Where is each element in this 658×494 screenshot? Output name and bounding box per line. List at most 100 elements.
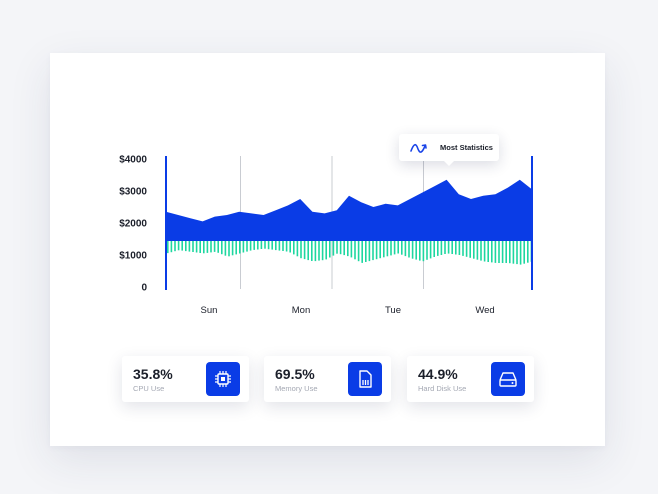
mint-bar [512,241,515,264]
mint-bar [329,241,331,258]
mint-bar [275,241,277,251]
mint-bar [386,241,389,257]
cpu-use-label: CPU Use [133,384,165,393]
mint-bar [260,241,263,249]
mint-bar [318,241,320,261]
cpu-chip-icon [215,371,231,387]
mint-bar [357,241,360,262]
x-tick-label: Tue [385,305,401,316]
hard-disk-icon [499,372,517,387]
mint-bar [307,241,309,261]
mint-bar [285,241,288,252]
mint-bar [527,241,529,263]
mint-bar [282,241,284,251]
mint-bar [192,241,194,252]
mint-bar [437,241,439,256]
mint-bar [509,241,511,264]
mint-bar [314,241,317,262]
mint-bar [199,241,201,253]
y-tick-label: $1000 [119,251,147,262]
x-tick-label: Sun [201,305,218,316]
mint-bar [365,241,367,262]
mint-bar-series [167,241,533,265]
memory-use-card[interactable]: 69.5% Memory Use [264,356,391,402]
cpu-icon-box [206,362,240,396]
mint-bar [300,241,302,259]
mint-bar [476,241,479,260]
cpu-use-card[interactable]: 35.8% CPU Use [122,356,249,402]
chart-edge-lines [165,156,533,290]
mint-bar [411,241,414,259]
mint-bar [516,241,518,265]
mint-bar [393,241,396,255]
mint-bar [257,241,259,250]
mint-bar [440,241,443,255]
mint-bar [404,241,407,257]
mint-bar [498,241,500,263]
mint-bar [372,241,374,261]
mint-bar [239,241,241,254]
mint-bar [185,241,187,252]
hard-disk-use-card[interactable]: 44.9% Hard Disk Use [407,356,534,402]
mint-bar [462,241,464,256]
mint-bar [501,241,504,263]
mint-bar [231,241,234,256]
mint-bar [303,241,306,260]
mint-bar [246,241,248,252]
mint-bar [444,241,446,254]
mint-bar [451,241,453,254]
mint-bar [408,241,410,258]
mint-bar [422,241,425,262]
mint-bar [368,241,371,262]
mint-bar [221,241,223,255]
hard-disk-use-value: 44.9% [418,366,458,382]
mint-bar [347,241,349,257]
mint-bar [339,241,342,255]
mint-bar [455,241,457,255]
blue-area-series [166,179,532,241]
mint-bar [188,241,191,252]
mint-bar [361,241,363,263]
mint-bar [458,241,461,255]
mint-bar [519,241,522,265]
hard-disk-use-label: Hard Disk Use [418,384,467,393]
mint-bar [174,241,176,252]
mint-bar [397,241,399,254]
mint-bar [505,241,507,263]
mint-bar [469,241,471,258]
memory-use-value: 69.5% [275,366,315,382]
mint-bar [415,241,417,260]
mint-bar [177,241,180,251]
x-tick-label: Wed [475,305,494,316]
mint-bar [311,241,313,261]
mint-bar [293,241,295,255]
x-axis: Sun Mon Tue Wed [201,305,495,316]
mint-bar [473,241,475,259]
mint-bar [379,241,381,259]
mint-bar [235,241,237,255]
most-statistics-tooltip[interactable]: Most Statistics [399,134,499,166]
cpu-use-value: 35.8% [133,366,173,382]
mint-bar [167,241,169,254]
y-tick-label: $3000 [119,187,147,198]
mint-bar [181,241,183,251]
mint-bar [494,241,497,263]
mint-bar [487,241,489,262]
mint-bar [296,241,299,257]
blue-area-path [166,179,532,241]
y-tick-label: 0 [141,283,147,294]
mint-bar [332,241,335,256]
mint-bar [228,241,230,257]
mint-bar [224,241,227,256]
mint-bar [375,241,378,260]
hard-disk-icon-box [491,362,525,396]
mint-bar [433,241,435,257]
y-tick-label: $4000 [119,155,147,166]
mint-bar [203,241,205,254]
trend-squiggle-icon [410,143,427,153]
mint-bar [213,241,216,252]
mint-bar [343,241,345,256]
y-axis: $4000 $3000 $2000 $1000 0 [119,155,147,294]
mint-bar [170,241,173,253]
